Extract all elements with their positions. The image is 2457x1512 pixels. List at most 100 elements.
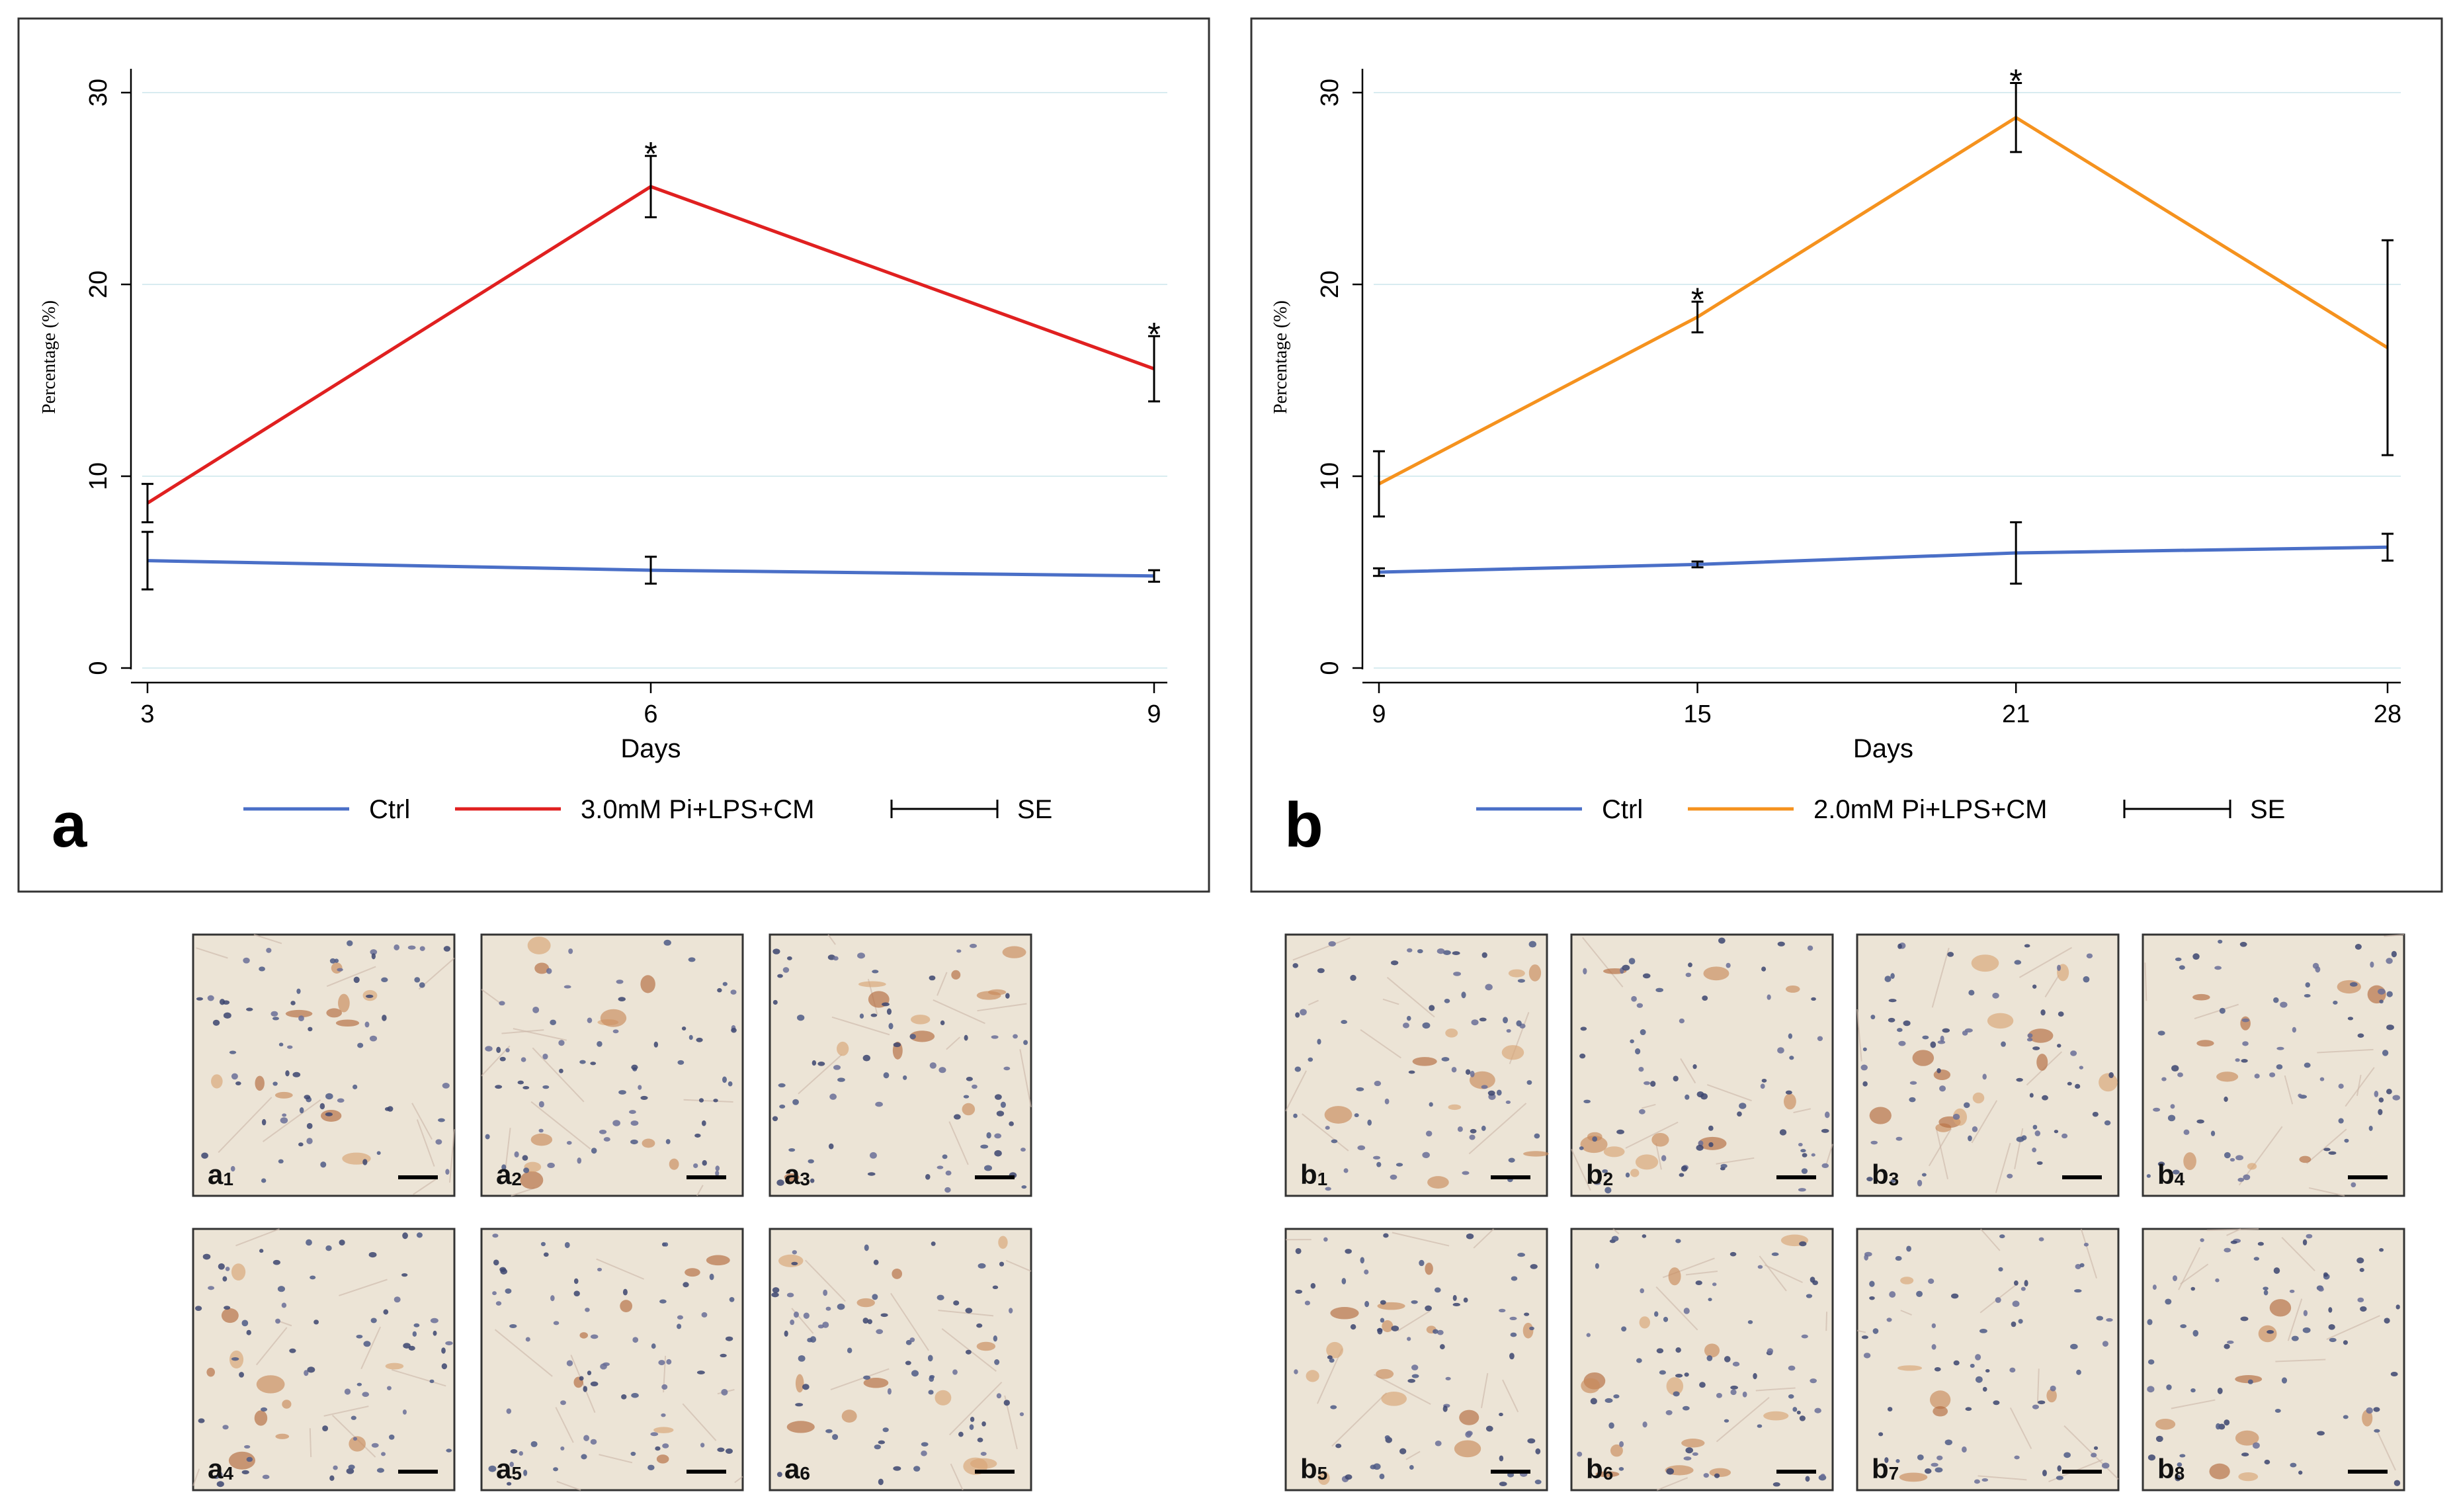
tissue-fibre [1856,1329,1866,1333]
cell-nucleus [921,1450,927,1456]
cell-nucleus [931,1241,936,1246]
tissue-fibre [977,1003,1027,1012]
cell-nucleus [1798,1142,1803,1147]
cell-nucleus [942,1154,948,1159]
cell-nucleus [2177,1072,2183,1077]
cell-nucleus [2302,1239,2308,1245]
cell-nucleus [581,1454,587,1460]
cell-nucleus [2239,942,2247,947]
cell-nucleus [2011,1321,2017,1327]
cell-nucleus [2319,1077,2325,1081]
micrograph-a4: a4 [192,1228,456,1491]
cell-nucleus [1931,1344,1936,1350]
cell-nucleus [1442,950,1451,955]
micrograph-frame [769,933,1032,1197]
cell-nucleus [1019,1412,1024,1417]
tissue-fibre [2206,1228,2259,1231]
cell-nucleus [1590,1398,1597,1405]
tissue-fibre [1582,937,1624,987]
cell-nucleus [1613,1394,1620,1399]
cell-nucleus [522,1086,530,1090]
error-bar [1373,450,1385,518]
cell-nucleus [1824,1111,1830,1118]
micrograph-label-letter: a [496,1159,512,1190]
cell-nucleus [280,1117,288,1124]
cell-nucleus [573,1278,579,1284]
cell-nucleus [2214,966,2222,970]
cell-nucleus [1498,1308,1506,1313]
cell-nucleus [412,1331,417,1337]
cell-nucleus [495,1085,503,1089]
cell-nucleus [2075,1083,2081,1089]
stained-cell [255,1075,265,1091]
cell-nucleus [407,945,416,950]
tissue-fibre [2194,1003,2239,1020]
cell-nucleus [419,982,425,988]
cell-nucleus [863,1375,871,1380]
cell-nucleus [381,977,388,983]
cell-nucleus [786,1292,794,1298]
cell-nucleus [817,1324,824,1329]
cell-nucleus [1747,1320,1753,1324]
tissue-fibre [946,1036,961,1050]
cell-nucleus [1884,1457,1889,1463]
cell-nucleus [1356,1087,1364,1091]
tissue-fibre [830,1368,890,1391]
cell-nucleus [965,1349,972,1355]
cell-nucleus [2276,1064,2283,1070]
cell-nucleus [665,1139,671,1144]
cell-nucleus [1724,1356,1731,1363]
cell-nucleus [802,1384,810,1390]
cell-nucleus [1805,1476,1810,1482]
cell-nucleus [1788,1394,1794,1399]
cell-nucleus [940,1020,945,1026]
cell-nucleus [304,1370,309,1376]
micrograph-b2: b2 [1570,933,1834,1197]
cell-nucleus [992,1285,999,1290]
cell-nucleus [847,1347,853,1353]
cell-nucleus [1864,1251,1872,1257]
cell-nucleus [322,1425,329,1432]
cell-nucleus [1993,1400,2000,1406]
cell-nucleus [1683,1456,1692,1461]
tissue-fibre [804,1259,846,1302]
stained-cell [1785,985,1800,993]
tissue-fibre [448,1129,455,1183]
stained-cell [1763,1411,1789,1421]
cell-nucleus [887,1388,892,1395]
cell-nucleus [1487,1090,1495,1096]
cell-nucleus [573,1290,580,1296]
cell-nucleus [333,1465,338,1470]
cell-nucleus [1293,1113,1298,1118]
tissue-fibre [218,1097,272,1154]
cell-nucleus [590,1381,599,1387]
cell-nucleus [1577,1451,1583,1457]
cell-nucleus [1295,1012,1300,1018]
cell-nucleus [261,1178,267,1183]
cell-nucleus [532,1006,540,1013]
cell-nucleus [441,1363,448,1370]
cell-nucleus [517,1080,524,1085]
cell-nucleus [882,1002,890,1007]
cell-nucleus [638,1085,642,1090]
cell-nucleus [1673,1391,1680,1397]
cell-nucleus [986,1132,991,1139]
tissue-fibre [326,966,376,987]
micrograph-frame [2142,1228,2405,1491]
cell-nucleus [1466,1233,1474,1239]
cell-nucleus [798,1355,806,1362]
cell-nucleus [1384,1435,1390,1440]
cell-nucleus [1811,1153,1815,1157]
x-tick-label: 3 [140,700,154,728]
stained-cell [1448,1104,1462,1111]
cell-nucleus [1917,1454,1924,1460]
cell-nucleus [1508,1157,1515,1163]
stained-cell [1899,1472,1928,1482]
cell-nucleus [1583,1099,1591,1104]
cell-nucleus [1580,1027,1587,1031]
cell-nucleus [442,1083,450,1089]
cell-nucleus [560,1400,566,1406]
cell-nucleus [1618,1466,1624,1471]
cell-nucleus [2007,1173,2013,1179]
cell-nucleus [492,1234,499,1238]
